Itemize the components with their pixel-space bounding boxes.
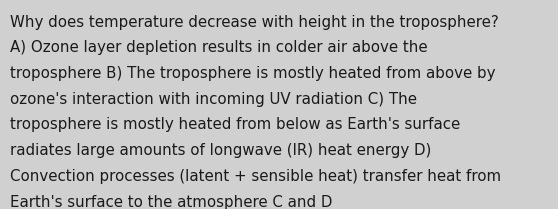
Text: troposphere is mostly heated from below as Earth's surface: troposphere is mostly heated from below … xyxy=(10,117,460,133)
Text: troposphere B) The troposphere is mostly heated from above by: troposphere B) The troposphere is mostly… xyxy=(10,66,496,81)
Text: radiates large amounts of longwave (IR) heat energy D): radiates large amounts of longwave (IR) … xyxy=(10,143,431,158)
Text: ozone's interaction with incoming UV radiation C) The: ozone's interaction with incoming UV rad… xyxy=(10,92,417,107)
Text: Earth's surface to the atmosphere C and D: Earth's surface to the atmosphere C and … xyxy=(10,195,333,209)
Text: A) Ozone layer depletion results in colder air above the: A) Ozone layer depletion results in cold… xyxy=(10,40,427,55)
Text: Convection processes (latent + sensible heat) transfer heat from: Convection processes (latent + sensible … xyxy=(10,169,501,184)
Text: Why does temperature decrease with height in the troposphere?: Why does temperature decrease with heigh… xyxy=(10,15,499,30)
